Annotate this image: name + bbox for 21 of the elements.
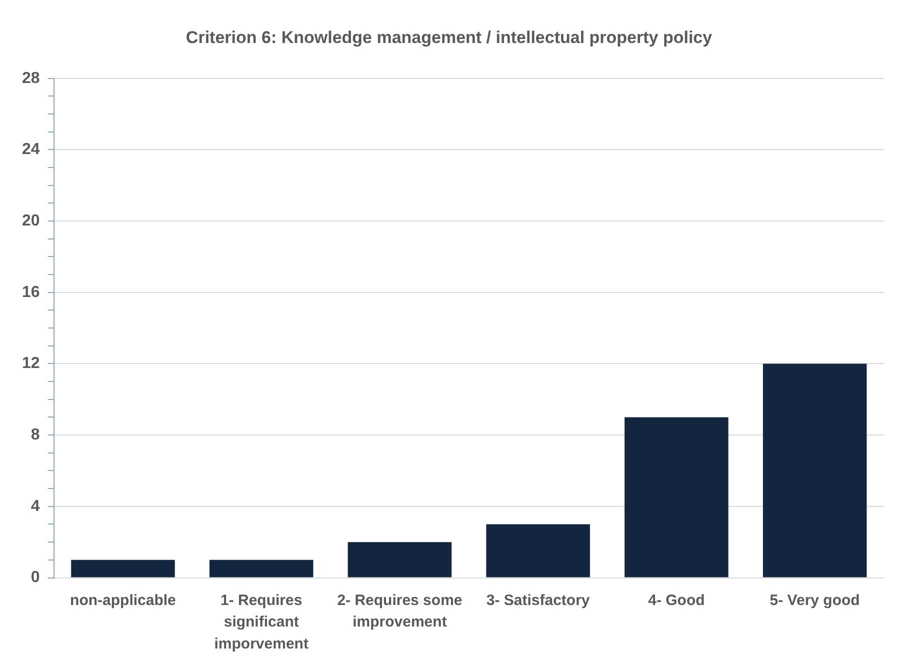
x-tick-label: 4- Good — [648, 592, 705, 609]
y-tick-label: 0 — [30, 569, 40, 586]
x-tick-label: non-applicable — [70, 592, 176, 609]
bar — [348, 542, 452, 578]
y-tick-label: 16 — [22, 284, 40, 301]
y-tick-label: 8 — [30, 426, 40, 444]
bar — [209, 560, 314, 578]
y-tick-label: 24 — [22, 141, 40, 158]
y-tick-label: 20 — [22, 212, 40, 230]
x-tick-label: 3- Satisfactory — [486, 592, 590, 609]
bar — [624, 417, 728, 578]
x-tick-label: 2- Requires some improvement — [337, 592, 462, 631]
bar — [71, 560, 175, 578]
y-tick-label: 12 — [22, 355, 40, 372]
y-tick-label: 28 — [22, 70, 40, 87]
x-tick-label: 1- Requires significant imporvement — [214, 592, 308, 652]
y-tick-label: 4 — [30, 498, 40, 515]
chart-title: Criterion 6: Knowledge management / intellectual property policy — [186, 28, 713, 47]
x-tick-label: 5- Very good — [770, 592, 860, 609]
bar — [486, 524, 590, 578]
bar — [762, 364, 867, 578]
